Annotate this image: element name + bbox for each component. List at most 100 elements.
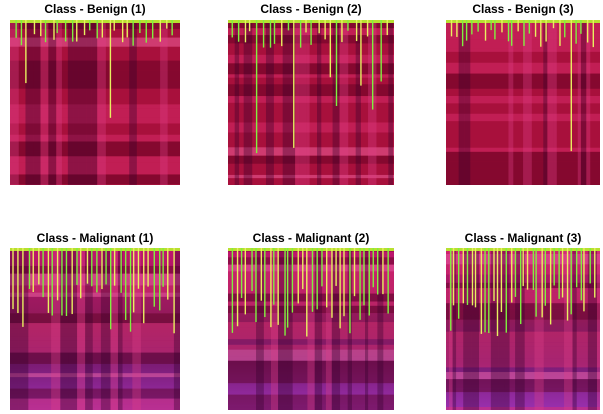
stripe bbox=[100, 248, 111, 410]
stripe bbox=[117, 248, 123, 410]
stripe bbox=[56, 20, 62, 185]
stripe bbox=[446, 113, 600, 122]
stripe bbox=[508, 20, 514, 185]
image-background bbox=[10, 20, 180, 185]
stripe bbox=[331, 248, 341, 410]
panel: Class - Benign (3) bbox=[446, 2, 600, 185]
stripe bbox=[523, 20, 532, 185]
stripe bbox=[97, 20, 106, 185]
stripe bbox=[446, 346, 600, 359]
top-band bbox=[228, 248, 394, 251]
stripe bbox=[572, 248, 577, 410]
panel: Class - Benign (1) bbox=[10, 2, 180, 185]
stripe bbox=[10, 265, 180, 274]
stripe bbox=[10, 248, 19, 410]
stripe bbox=[160, 20, 168, 185]
stripe bbox=[446, 48, 600, 52]
panel-title: Class - Malignant (1) bbox=[37, 231, 154, 245]
stripe bbox=[10, 117, 180, 124]
stripe bbox=[446, 161, 600, 169]
panel-title: Class - Malignant (2) bbox=[253, 231, 370, 245]
top-band bbox=[10, 20, 180, 23]
stripe bbox=[317, 248, 323, 410]
panel: Class - Benign (2) bbox=[228, 2, 394, 185]
panel-title: Class - Benign (2) bbox=[260, 2, 361, 16]
stripe bbox=[228, 327, 394, 340]
stripe bbox=[287, 248, 293, 410]
stripe bbox=[25, 20, 34, 185]
stripe bbox=[306, 20, 310, 185]
stripe bbox=[228, 376, 394, 384]
stripe bbox=[18, 248, 29, 410]
stripe bbox=[446, 179, 600, 183]
stripe bbox=[228, 293, 394, 302]
stripe bbox=[10, 80, 180, 89]
stripe bbox=[234, 20, 240, 185]
stripe bbox=[365, 248, 369, 410]
stripe bbox=[446, 342, 600, 347]
stripe bbox=[446, 379, 600, 389]
stripe bbox=[553, 20, 557, 185]
stripe bbox=[10, 37, 180, 47]
stripe bbox=[10, 134, 180, 142]
stripe bbox=[10, 60, 180, 71]
stripe bbox=[228, 322, 394, 328]
stripe bbox=[228, 84, 394, 97]
stripe bbox=[307, 248, 315, 410]
top-band bbox=[446, 20, 600, 23]
panel: Class - Malignant (3) bbox=[446, 231, 600, 410]
stripe bbox=[314, 248, 318, 410]
stripe bbox=[10, 313, 180, 324]
stripe bbox=[446, 292, 600, 304]
stripe bbox=[446, 23, 600, 33]
top-band bbox=[10, 248, 180, 251]
stripe bbox=[10, 336, 180, 341]
stripe bbox=[78, 20, 87, 185]
stripe bbox=[325, 248, 332, 410]
stripe bbox=[228, 371, 394, 377]
stripe bbox=[10, 404, 180, 410]
stripe bbox=[586, 20, 591, 185]
stripe bbox=[228, 301, 394, 306]
stripe bbox=[10, 108, 180, 118]
stripe bbox=[446, 182, 600, 185]
panel: Class - Malignant (2) bbox=[228, 231, 394, 410]
stripe bbox=[243, 20, 253, 185]
panel-title: Class - Benign (1) bbox=[44, 2, 145, 16]
stripe bbox=[580, 20, 587, 185]
stripe bbox=[446, 308, 600, 320]
stripe bbox=[67, 20, 74, 185]
stripe bbox=[65, 248, 69, 410]
stripe bbox=[597, 248, 600, 410]
stripe bbox=[299, 20, 307, 185]
stripe bbox=[577, 20, 581, 185]
stripe bbox=[446, 388, 600, 393]
stripe bbox=[446, 358, 600, 368]
stripe bbox=[587, 248, 598, 410]
stripe bbox=[10, 373, 180, 378]
stripe bbox=[446, 168, 600, 180]
stripe bbox=[10, 347, 180, 353]
stripe bbox=[463, 248, 472, 410]
stripe bbox=[10, 323, 180, 329]
stripe bbox=[40, 20, 49, 185]
stripe bbox=[278, 248, 288, 410]
stripe bbox=[10, 285, 180, 293]
stripe bbox=[228, 96, 394, 103]
panel-title: Class - Benign (3) bbox=[472, 2, 573, 16]
stripe bbox=[446, 62, 600, 74]
stripe bbox=[73, 20, 79, 185]
stripe bbox=[388, 20, 393, 185]
stripe bbox=[10, 141, 180, 152]
stripe bbox=[228, 356, 394, 361]
stripe bbox=[464, 20, 471, 185]
stripe bbox=[51, 248, 61, 410]
stripe bbox=[515, 248, 525, 410]
image-background bbox=[228, 20, 394, 185]
stripe bbox=[490, 248, 499, 410]
stripe bbox=[228, 147, 394, 156]
stripe bbox=[471, 248, 480, 410]
stripe bbox=[228, 349, 394, 357]
